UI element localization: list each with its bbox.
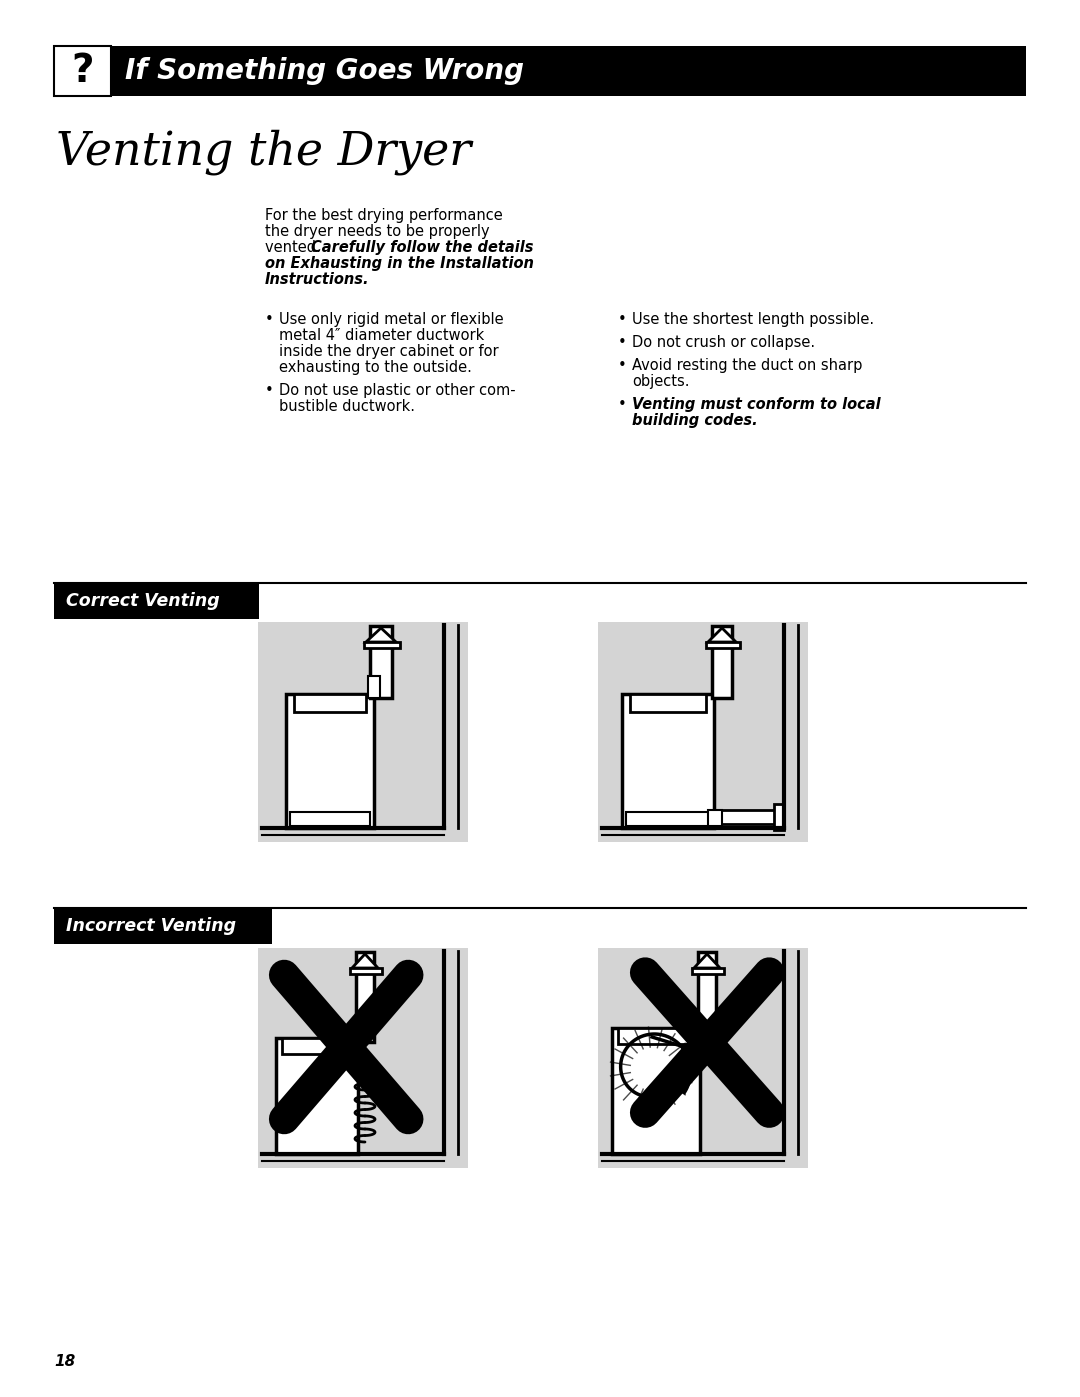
Bar bbox=[626, 812, 710, 826]
Bar bbox=[356, 951, 374, 1042]
Polygon shape bbox=[694, 954, 720, 968]
Text: exhausting to the outside.: exhausting to the outside. bbox=[279, 360, 472, 374]
Text: inside the dryer cabinet or for: inside the dryer cabinet or for bbox=[279, 344, 499, 359]
Bar bbox=[598, 949, 808, 1168]
Bar bbox=[54, 583, 259, 619]
Text: Do not use plastic or other com-: Do not use plastic or other com- bbox=[279, 383, 515, 398]
Text: on Exhausting in the Installation: on Exhausting in the Installation bbox=[265, 256, 534, 271]
Bar bbox=[698, 951, 716, 1032]
Bar bbox=[286, 694, 374, 828]
Text: •: • bbox=[618, 312, 626, 327]
Text: Correct Venting: Correct Venting bbox=[66, 592, 219, 610]
Text: •: • bbox=[618, 358, 626, 373]
Bar bbox=[706, 643, 740, 648]
Text: objects.: objects. bbox=[632, 374, 689, 388]
Bar bbox=[276, 1038, 357, 1154]
Text: •: • bbox=[265, 383, 273, 398]
Polygon shape bbox=[352, 954, 378, 968]
Text: vented.: vented. bbox=[265, 240, 325, 256]
Text: •: • bbox=[618, 397, 626, 412]
Text: Use the shortest length possible.: Use the shortest length possible. bbox=[632, 312, 874, 327]
Polygon shape bbox=[366, 629, 396, 643]
Polygon shape bbox=[708, 629, 735, 643]
Bar bbox=[622, 694, 714, 828]
Text: Carefully follow the details: Carefully follow the details bbox=[311, 240, 534, 256]
Text: •: • bbox=[618, 335, 626, 351]
Text: ?: ? bbox=[71, 52, 94, 89]
Bar bbox=[282, 1038, 352, 1053]
Text: Incorrect Venting: Incorrect Venting bbox=[66, 916, 237, 935]
Bar bbox=[618, 1028, 694, 1044]
Bar bbox=[708, 810, 723, 826]
Text: 18: 18 bbox=[54, 1355, 76, 1369]
Text: Use only rigid metal or flexible: Use only rigid metal or flexible bbox=[279, 312, 503, 327]
Bar bbox=[692, 968, 724, 974]
Text: For the best drying performance: For the best drying performance bbox=[265, 208, 503, 224]
Text: If Something Goes Wrong: If Something Goes Wrong bbox=[125, 57, 524, 85]
Bar bbox=[294, 694, 366, 712]
Text: Venting must conform to local: Venting must conform to local bbox=[632, 397, 880, 412]
Bar bbox=[258, 622, 468, 842]
Bar bbox=[291, 812, 370, 826]
Bar bbox=[598, 622, 808, 842]
Bar bbox=[54, 46, 1026, 96]
Bar bbox=[258, 949, 468, 1168]
Bar bbox=[712, 626, 732, 698]
Text: Instructions.: Instructions. bbox=[265, 272, 369, 286]
Bar bbox=[368, 676, 380, 698]
Text: Venting the Dryer: Venting the Dryer bbox=[56, 129, 471, 175]
Bar bbox=[712, 810, 784, 824]
Bar bbox=[364, 643, 400, 648]
Text: Avoid resting the duct on sharp: Avoid resting the duct on sharp bbox=[632, 358, 862, 373]
Text: the dryer needs to be properly: the dryer needs to be properly bbox=[265, 224, 489, 239]
Text: •: • bbox=[265, 312, 273, 327]
Bar bbox=[612, 1028, 700, 1154]
Bar bbox=[54, 46, 111, 96]
Bar bbox=[774, 805, 784, 830]
Bar bbox=[630, 694, 706, 712]
Text: Do not crush or collapse.: Do not crush or collapse. bbox=[632, 335, 815, 351]
Bar bbox=[350, 968, 382, 974]
Text: metal 4″ diameter ductwork: metal 4″ diameter ductwork bbox=[279, 328, 484, 344]
Bar bbox=[54, 908, 272, 944]
Text: building codes.: building codes. bbox=[632, 414, 758, 427]
Text: bustible ductwork.: bustible ductwork. bbox=[279, 400, 415, 414]
Bar bbox=[370, 626, 392, 698]
